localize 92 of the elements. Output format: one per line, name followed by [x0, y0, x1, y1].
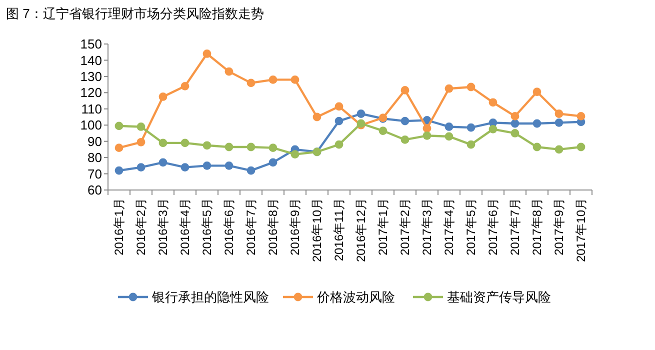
point — [136, 122, 146, 131]
point — [576, 142, 586, 152]
x-tick-label: 2016年5月 — [200, 198, 214, 256]
point — [114, 122, 124, 130]
point — [268, 75, 278, 84]
x-tick-label: 2016年7月 — [244, 198, 258, 256]
point — [114, 166, 124, 175]
point — [180, 138, 190, 148]
x-tick-label: 2017年1月 — [376, 198, 390, 256]
y-tick-label: 140 — [80, 52, 102, 68]
point — [334, 140, 344, 149]
point — [290, 150, 300, 159]
x-tick-label: 2016年11月 — [332, 198, 346, 262]
y-tick-label: 150 — [80, 36, 102, 52]
point — [224, 67, 234, 76]
x-tick-label: 2017年3月 — [420, 198, 434, 256]
point — [554, 110, 564, 118]
x-tick-label: 2016年4月 — [178, 198, 192, 256]
point — [136, 163, 146, 172]
point — [180, 163, 190, 172]
y-tick-label: 130 — [80, 68, 102, 84]
point — [400, 136, 410, 144]
point — [158, 158, 168, 167]
point — [246, 78, 256, 88]
point — [400, 86, 410, 94]
x-tick-label: 2016年10月 — [310, 198, 324, 262]
point — [224, 161, 234, 170]
point — [466, 123, 476, 132]
point — [554, 145, 564, 154]
point — [224, 142, 234, 152]
point — [532, 88, 542, 96]
point — [290, 75, 300, 84]
point — [136, 138, 146, 146]
point — [422, 124, 432, 133]
point — [532, 142, 542, 152]
chart-title: 图 7：辽宁省银行理财市场分类风险指数走势 — [6, 6, 264, 21]
point — [158, 92, 168, 101]
x-tick-label: 2017年7月 — [508, 198, 522, 256]
point — [202, 161, 212, 170]
legend-label: 银行承担的隐性风险 — [151, 290, 269, 305]
point — [158, 138, 168, 148]
x-tick-label: 2016年8月 — [266, 198, 280, 256]
point — [400, 116, 410, 126]
point — [554, 118, 564, 127]
point — [510, 129, 520, 138]
x-tick-label: 2016年6月 — [222, 198, 236, 256]
point — [268, 144, 278, 152]
y-tick-label: 110 — [81, 101, 102, 116]
point — [202, 141, 212, 150]
y-tick-label: 90 — [88, 134, 102, 149]
x-tick-label: 2016年3月 — [156, 198, 170, 256]
x-tick-label: 2017年9月 — [552, 198, 566, 256]
x-tick-label: 2017年4月 — [442, 198, 456, 256]
point — [246, 166, 256, 175]
point — [444, 122, 454, 131]
point — [356, 110, 366, 118]
legend-label: 基础资产传导风险 — [447, 290, 551, 305]
x-tick-label: 2017年10月 — [574, 198, 588, 262]
point — [444, 84, 454, 93]
point — [510, 119, 520, 128]
point — [378, 126, 388, 135]
point — [246, 142, 256, 152]
point — [466, 82, 476, 92]
x-tick-label: 2017年6月 — [486, 198, 500, 256]
point — [180, 82, 190, 90]
point — [268, 158, 278, 167]
point — [576, 112, 586, 120]
y-tick-label: 80 — [88, 150, 102, 166]
y-tick-label: 120 — [80, 85, 102, 100]
y-tick-label: 70 — [88, 166, 102, 182]
point — [334, 116, 344, 126]
x-tick-label: 2017年5月 — [464, 198, 478, 256]
point — [488, 98, 498, 107]
point — [510, 112, 520, 120]
point — [532, 119, 542, 128]
y-tick-label: 60 — [88, 182, 102, 198]
point — [444, 132, 454, 141]
point — [114, 144, 124, 152]
x-tick-label: 2016年12月 — [354, 198, 368, 262]
y-tick-label: 100 — [80, 118, 102, 133]
x-tick-label: 2017年2月 — [398, 198, 412, 256]
point — [334, 102, 344, 111]
x-tick-label: 2016年2月 — [134, 198, 148, 256]
x-tick-label: 2017年8月 — [530, 198, 544, 256]
point — [466, 140, 476, 149]
x-tick-label: 2016年1月 — [112, 198, 126, 256]
point — [202, 50, 212, 58]
x-tick-label: 2016年9月 — [288, 198, 302, 256]
point — [422, 131, 432, 140]
legend-label: 价格波动风险 — [316, 290, 395, 305]
point — [312, 112, 322, 122]
point — [488, 124, 498, 134]
